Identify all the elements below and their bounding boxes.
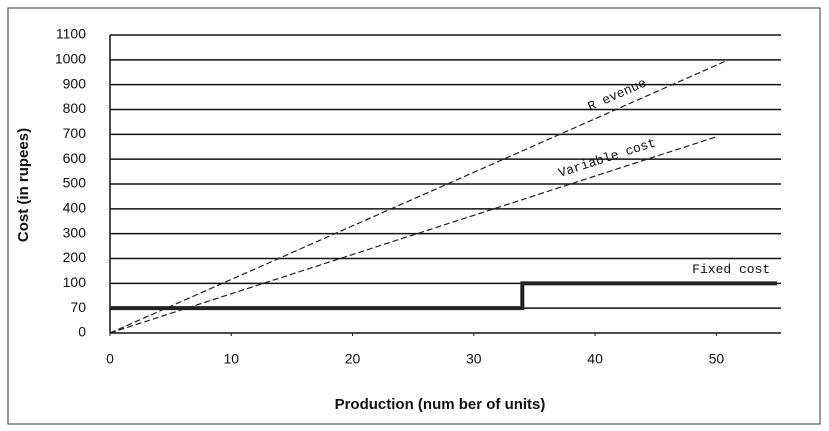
y-tick-label: 200 (63, 249, 87, 265)
y-tick-label: 600 (63, 150, 87, 166)
y-tick-label: 70 (70, 299, 86, 315)
y-tick-label: 500 (63, 175, 87, 191)
x-tick-label: 20 (345, 351, 361, 367)
y-tick-label: 700 (63, 125, 87, 141)
x-tick-label: 10 (223, 351, 239, 367)
x-tick-label: 30 (466, 351, 482, 367)
x-axis-title: Production (num ber of units) (335, 396, 546, 413)
series-label: Fixed cost (692, 262, 770, 277)
x-tick-label: 50 (709, 351, 725, 367)
y-tick-label: 0 (78, 324, 86, 340)
series-line (109, 136, 717, 334)
y-tick-label: 900 (63, 75, 87, 91)
y-tick-label: 300 (63, 224, 87, 240)
y-axis-title: Cost (in rupees) (15, 128, 32, 242)
series-line (109, 59, 729, 334)
frame (7, 7, 821, 425)
x-tick-label: 0 (106, 351, 114, 367)
series-line (110, 281, 777, 311)
y-tick-label: 100 (63, 274, 87, 290)
y-tick-label: 1000 (55, 51, 86, 67)
y-tick-label: 400 (63, 200, 87, 216)
y-tick-label: 1100 (56, 26, 86, 42)
series-label: Variable cost (557, 135, 658, 180)
y-tick-label: 800 (63, 100, 87, 116)
x-tick-label: 40 (587, 351, 603, 367)
